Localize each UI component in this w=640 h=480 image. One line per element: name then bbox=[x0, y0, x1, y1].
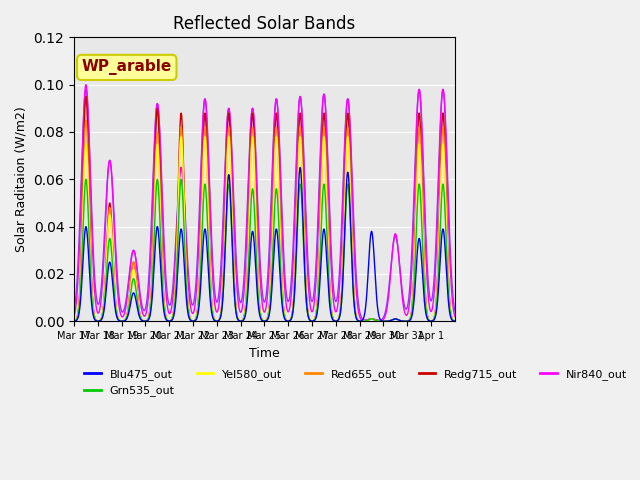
Nir840_out bbox=[410, 231, 417, 237]
Red655_out bbox=[246, 173, 254, 179]
Redg715_out bbox=[253, 257, 261, 263]
Redg715_out bbox=[353, 316, 361, 322]
Legend: Blu475_out, Grn535_out, Yel580_out, Red655_out, Redg715_out, Nir840_out, Nir945_: Blu475_out, Grn535_out, Yel580_out, Red6… bbox=[79, 365, 640, 401]
Red655_out bbox=[380, 318, 387, 324]
Line: Yel580_out: Yel580_out bbox=[74, 137, 455, 321]
Line: Redg715_out: Redg715_out bbox=[74, 96, 455, 321]
Red655_out bbox=[253, 261, 261, 267]
Blu475_out bbox=[70, 318, 78, 324]
Blu475_out bbox=[296, 165, 304, 170]
Nir840_out bbox=[447, 267, 454, 273]
Nir945_out bbox=[246, 135, 254, 141]
Title: Reflected Solar Bands: Reflected Solar Bands bbox=[173, 15, 356, 33]
Nir945_out bbox=[409, 220, 417, 226]
Nir840_out bbox=[70, 313, 78, 319]
Grn535_out bbox=[253, 279, 261, 285]
Redg715_out bbox=[82, 94, 90, 99]
Blu475_out bbox=[246, 255, 254, 261]
Red655_out bbox=[130, 260, 138, 265]
Blu475_out bbox=[402, 318, 410, 324]
Y-axis label: Solar Raditaion (W/m2): Solar Raditaion (W/m2) bbox=[15, 107, 28, 252]
Red655_out bbox=[353, 316, 361, 322]
Blu475_out bbox=[353, 317, 361, 323]
Redg715_out bbox=[130, 260, 138, 265]
Blu475_out bbox=[130, 290, 138, 296]
Line: Nir945_out: Nir945_out bbox=[74, 89, 455, 320]
Text: WP_arable: WP_arable bbox=[82, 60, 172, 75]
Line: Red655_out: Red655_out bbox=[74, 120, 455, 321]
Yel580_out bbox=[447, 309, 454, 314]
Nir840_out bbox=[246, 135, 254, 141]
Yel580_out bbox=[451, 318, 459, 324]
Redg715_out bbox=[380, 318, 387, 324]
Grn535_out bbox=[353, 317, 361, 323]
Yel580_out bbox=[410, 291, 417, 297]
Grn535_out bbox=[380, 318, 387, 324]
Nir945_out bbox=[451, 308, 459, 314]
Nir840_out bbox=[130, 248, 138, 253]
Nir840_out bbox=[253, 205, 261, 211]
Blu475_out bbox=[253, 288, 261, 294]
Red655_out bbox=[451, 318, 459, 324]
Grn535_out bbox=[447, 311, 454, 316]
Nir840_out bbox=[376, 318, 384, 324]
Nir945_out bbox=[447, 250, 454, 256]
Grn535_out bbox=[246, 219, 254, 225]
Redg715_out bbox=[447, 307, 454, 312]
Line: Blu475_out: Blu475_out bbox=[74, 168, 455, 321]
Nir945_out bbox=[70, 308, 78, 314]
Red655_out bbox=[410, 288, 417, 294]
X-axis label: Time: Time bbox=[249, 347, 280, 360]
Redg715_out bbox=[70, 318, 78, 324]
Line: Grn535_out: Grn535_out bbox=[74, 180, 455, 321]
Grn535_out bbox=[451, 318, 459, 324]
Grn535_out bbox=[130, 276, 138, 282]
Redg715_out bbox=[246, 163, 254, 168]
Nir945_out bbox=[130, 247, 138, 253]
Nir945_out bbox=[253, 184, 261, 190]
Yel580_out bbox=[380, 318, 387, 324]
Red655_out bbox=[82, 117, 90, 123]
Blu475_out bbox=[447, 313, 454, 319]
Nir840_out bbox=[82, 82, 90, 87]
Yel580_out bbox=[70, 318, 78, 324]
Nir945_out bbox=[353, 283, 361, 288]
Yel580_out bbox=[177, 134, 185, 140]
Red655_out bbox=[447, 308, 454, 313]
Yel580_out bbox=[253, 264, 261, 270]
Red655_out bbox=[70, 318, 78, 324]
Grn535_out bbox=[410, 297, 417, 303]
Grn535_out bbox=[70, 318, 78, 324]
Grn535_out bbox=[82, 177, 90, 182]
Yel580_out bbox=[353, 316, 361, 322]
Yel580_out bbox=[246, 180, 254, 186]
Blu475_out bbox=[451, 318, 459, 324]
Blu475_out bbox=[410, 306, 417, 312]
Redg715_out bbox=[451, 318, 459, 324]
Nir840_out bbox=[451, 313, 459, 319]
Nir945_out bbox=[376, 317, 383, 323]
Yel580_out bbox=[130, 266, 138, 272]
Nir945_out bbox=[439, 86, 447, 92]
Redg715_out bbox=[410, 286, 417, 292]
Line: Nir840_out: Nir840_out bbox=[74, 84, 455, 321]
Nir840_out bbox=[353, 298, 361, 304]
